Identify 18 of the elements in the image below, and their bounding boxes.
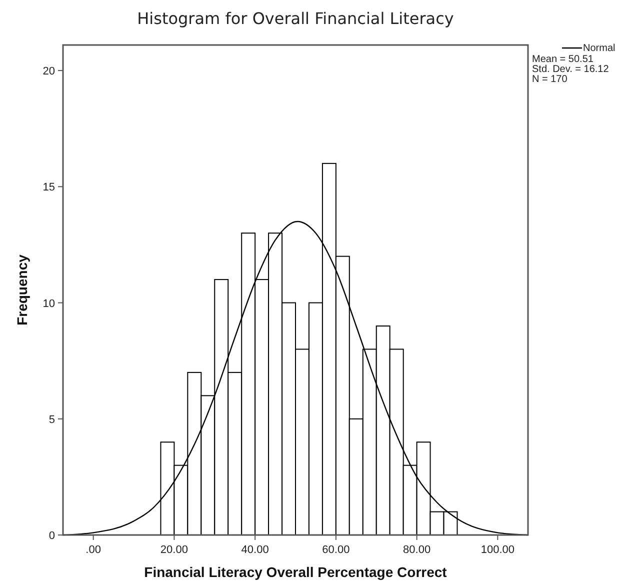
y-axis-title: Frequency [14,254,30,326]
x-tick-label: 40.00 [241,544,269,556]
text: N = 170 [532,74,568,85]
x-tick-label: 20.00 [160,544,188,556]
text: Mean = 50.51 [532,54,594,65]
x-tick-label: 60.00 [322,544,350,556]
chart-title: Histogram for Overall Financial Literacy [137,9,454,28]
y-tick-label: 5 [48,414,55,426]
x-tick-label: 80.00 [403,544,431,556]
y-tick-label: 10 [42,298,55,310]
x-tick-label: 100.00 [480,544,514,556]
y-tick-label: 15 [42,182,55,194]
text: Std. Dev. = 16.12 [532,64,610,75]
y-tick-label: 0 [48,530,55,542]
legend-label: Normal [583,43,616,54]
x-axis-title: Financial Literacy Overall Percentage Correct [144,564,448,580]
y-tick-label: 20 [42,66,55,78]
x-tick-label: .00 [86,544,101,556]
